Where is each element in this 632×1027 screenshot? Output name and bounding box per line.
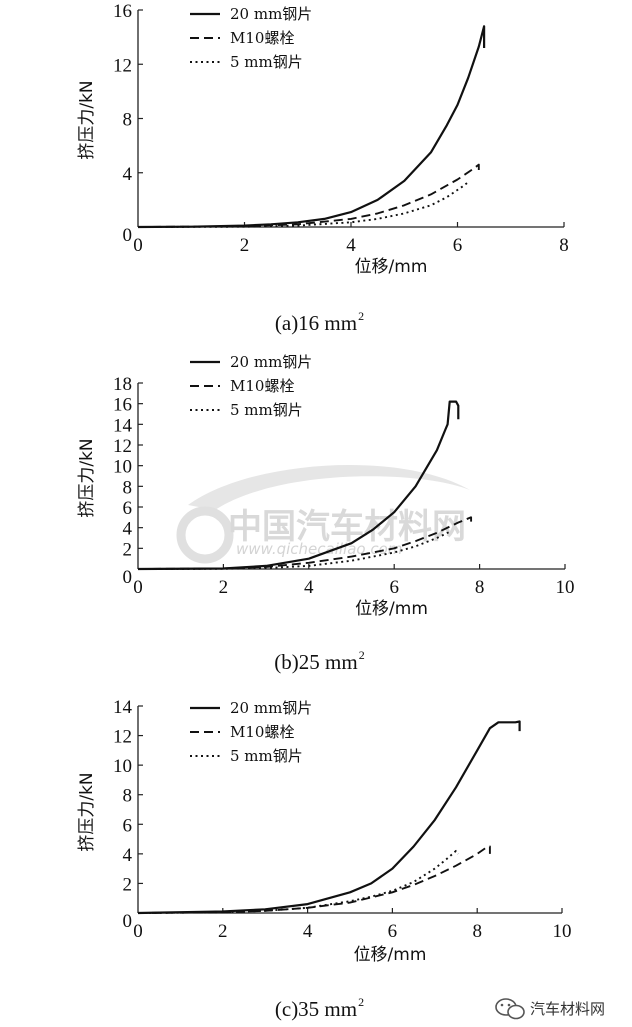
series-line — [137, 720, 521, 915]
watermark-url: www.qichecailiao.com — [236, 540, 402, 558]
y-tick-label: 8 — [123, 786, 133, 807]
chart-caption-superscript: 2 — [359, 648, 365, 662]
x-tick-label: 6 — [389, 577, 399, 598]
legend-label: M10螺栓 — [230, 377, 294, 395]
y-axis-label: 挤压力/kN — [77, 438, 97, 517]
series-line — [137, 25, 486, 229]
y-axis-label: 挤压力/kN — [77, 772, 97, 851]
watermark-text: 中国汽车材料网 — [228, 507, 466, 547]
x-tick-label: 0 — [133, 235, 143, 256]
y-tick-label: 12 — [113, 55, 132, 76]
y-tick-label: 4 — [123, 845, 133, 866]
series-line — [137, 849, 459, 914]
y-tick-label: 8 — [123, 110, 133, 131]
chart-caption: (c)35 mm — [275, 997, 357, 1021]
x-axis-label: 位移/mm — [355, 599, 428, 619]
series-line — [137, 181, 469, 228]
legend-label: M10螺栓 — [230, 29, 294, 47]
series-line — [137, 163, 480, 228]
chart-16mm2: 0 2 4 6 8 0 4 8 12 16 位移/mm 挤压力/kN 20 mm钢片 M10螺栓 5 mm钢… — [77, 1, 569, 335]
y-tick-label: 18 — [113, 374, 132, 395]
y-tick-label: 10 — [113, 457, 132, 478]
x-tick-label: 8 — [475, 577, 485, 598]
watermark-q-icon — [176, 506, 234, 564]
legend-label: M10螺栓 — [230, 723, 294, 741]
y-tick-label: 8 — [123, 477, 133, 498]
x-tick-label: 8 — [559, 235, 569, 256]
y-tick-label: 6 — [123, 815, 133, 836]
y-tick-label: 2 — [123, 874, 133, 895]
legend-label: 20 mm钢片 — [230, 5, 312, 23]
y-tick-label: 4 — [123, 519, 133, 540]
x-tick-label: 0 — [133, 921, 143, 942]
x-tick-label: 4 — [346, 235, 356, 256]
wechat-icon — [495, 998, 525, 1020]
legend-label: 5 mm钢片 — [230, 53, 303, 71]
y-tick-label: 2 — [123, 539, 133, 560]
y-tick-label: 12 — [113, 727, 132, 748]
x-tick-label: 0 — [133, 577, 143, 598]
chart-caption: (a)16 mm — [275, 311, 357, 335]
series-line — [137, 400, 460, 571]
y-axis-label: 挤压力/kN — [77, 80, 97, 159]
legend-label: 20 mm钢片 — [230, 353, 312, 371]
chart-caption-superscript: 2 — [358, 309, 364, 323]
y-tick-label: 4 — [123, 164, 133, 185]
y-tick-label: 14 — [113, 697, 133, 718]
watermark-car-swoosh-icon — [188, 464, 470, 510]
y-tick-label: 16 — [113, 395, 132, 416]
series-line — [137, 530, 451, 570]
y-tick-label: 0 — [123, 911, 133, 932]
x-axis-label: 位移/mm — [354, 945, 427, 965]
chart-caption: (b)25 mm — [274, 650, 357, 674]
y-tick-label: 6 — [123, 498, 133, 519]
watermark: 中国汽车材料网 www.qichecailiao.com — [176, 464, 470, 564]
x-tick-label: 4 — [303, 921, 313, 942]
x-tick-label: 2 — [219, 577, 229, 598]
x-tick-label: 10 — [556, 577, 575, 598]
footer-brand: 汽车材料网 — [495, 998, 605, 1020]
chart-35mm2: 0 2 4 6 8 10 0 2 4 6 8 10 12 14 位移/mm 挤压力/kN 20 mm钢片 M10螺… — [77, 697, 572, 1021]
x-tick-label: 2 — [218, 921, 228, 942]
x-tick-label: 4 — [304, 577, 314, 598]
y-tick-label: 0 — [123, 225, 133, 246]
series-line — [137, 516, 473, 570]
y-tick-label: 16 — [113, 1, 132, 22]
legend-label: 5 mm钢片 — [230, 747, 303, 765]
y-tick-label: 0 — [123, 567, 133, 588]
x-tick-label: 6 — [453, 235, 463, 256]
y-tick-label: 12 — [113, 436, 132, 457]
x-tick-label: 6 — [388, 921, 398, 942]
x-tick-label: 10 — [553, 921, 572, 942]
x-axis-label: 位移/mm — [355, 257, 428, 277]
y-tick-label: 10 — [113, 756, 132, 777]
y-tick-label: 14 — [113, 415, 133, 436]
legend-label: 5 mm钢片 — [230, 401, 303, 419]
legend-label: 20 mm钢片 — [230, 699, 312, 717]
footer-text: 汽车材料网 — [530, 1000, 605, 1018]
chart-caption-superscript: 2 — [358, 995, 364, 1009]
x-tick-label: 8 — [472, 921, 482, 942]
x-tick-label: 2 — [240, 235, 250, 256]
